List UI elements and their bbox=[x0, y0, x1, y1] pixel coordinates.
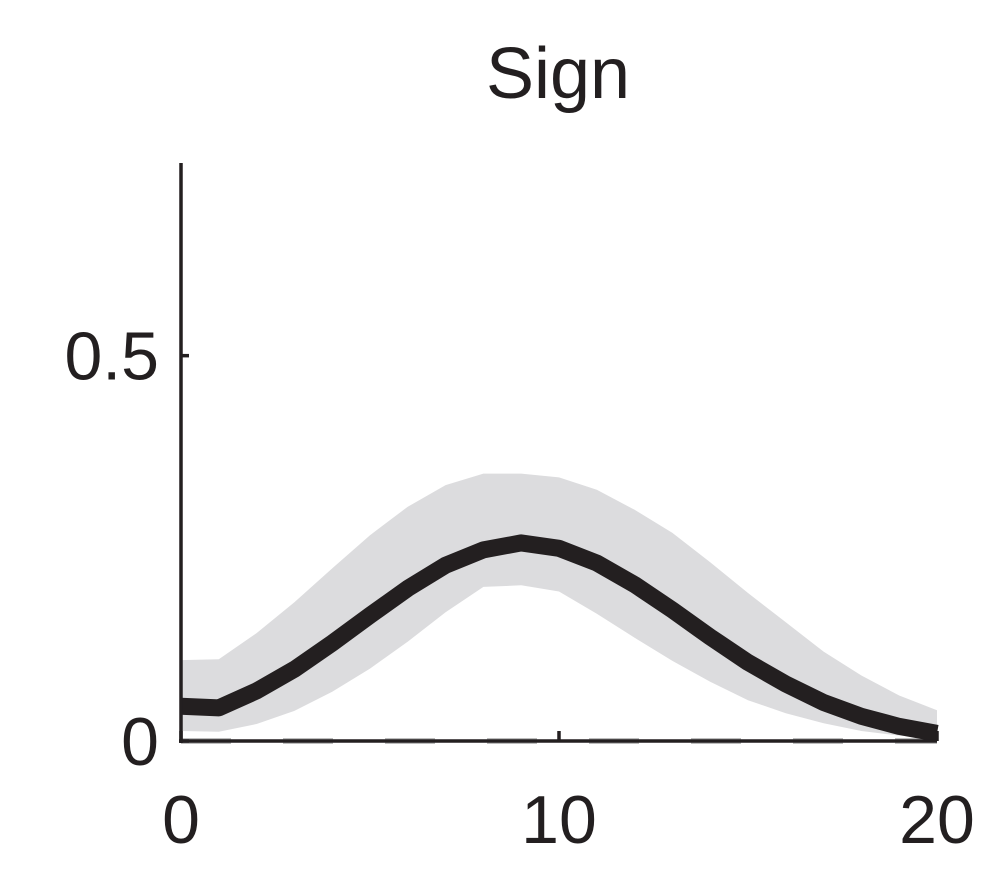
y-tick-label: 0.5 bbox=[64, 319, 159, 395]
y-tick-label: 0 bbox=[121, 704, 159, 780]
chart-title: Sign bbox=[486, 34, 630, 114]
x-tick-label: 0 bbox=[162, 782, 200, 858]
x-tick-label: 10 bbox=[521, 782, 597, 858]
plot-area bbox=[180, 473, 939, 744]
x-tick-label: 20 bbox=[899, 782, 975, 858]
confidence-band bbox=[181, 473, 937, 739]
axes: 0 0.5 0 10 20 bbox=[64, 163, 975, 858]
